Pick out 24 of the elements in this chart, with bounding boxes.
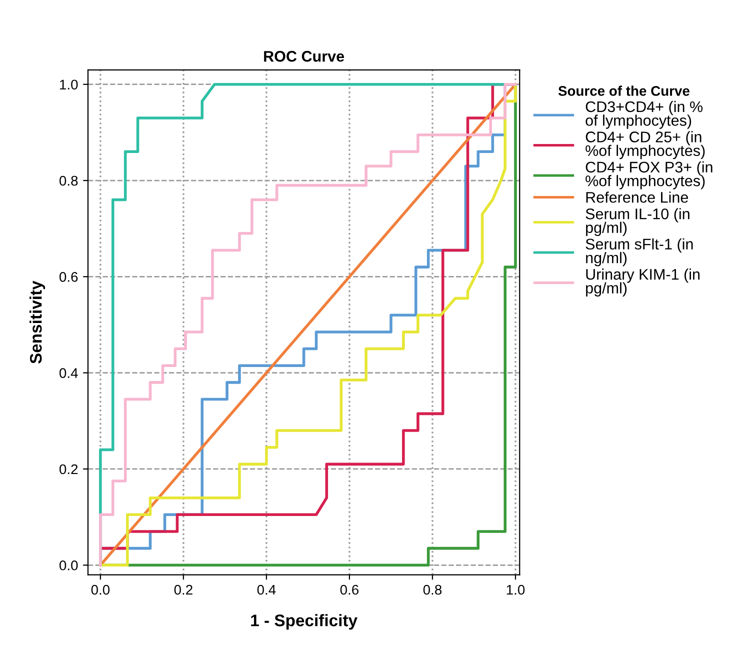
legend-label: Serum sFlt-1 (in ng/ml) <box>586 238 693 266</box>
x-tick-label: 1.0 <box>506 584 525 595</box>
y-tick-label: 0.6 <box>60 272 78 282</box>
legend-label: CD3+CD4+ (in % of lymphocytes) <box>586 100 703 129</box>
legend-label: Reference Line <box>586 192 688 203</box>
y-tick-label: 0.2 <box>60 464 78 474</box>
y-tick-label: 0.8 <box>60 176 78 186</box>
legend-label: CD4+ FOX P3+ (in %of lymphocytes) <box>586 161 712 190</box>
legend-label: CD4+ CD 25+ (in %of lymphocytes) <box>586 131 705 160</box>
line-series <box>99 82 517 567</box>
x-axis-title: 1 - Specificity <box>251 614 358 630</box>
y-axis-title: Sensitivity <box>30 280 46 364</box>
x-tick-label: 0.6 <box>340 584 359 595</box>
y-tick-label: 0.4 <box>60 368 78 378</box>
x-tick-label: 0.4 <box>257 584 276 595</box>
chart-title: ROC Curve <box>264 50 344 62</box>
y-tick-label: 1.0 <box>60 80 78 90</box>
y-tick-label: 0.0 <box>60 560 78 570</box>
legend-title: Source of the Curve <box>558 86 690 96</box>
x-tick-label: 0.0 <box>91 584 110 595</box>
legend-label: Urinary KIM-1 (in pg/ml) <box>586 268 700 296</box>
x-tick-label: 0.2 <box>174 584 192 595</box>
legend-label: Serum IL-10 (in pg/ml) <box>586 208 690 236</box>
x-tick-label: 0.8 <box>423 584 442 595</box>
